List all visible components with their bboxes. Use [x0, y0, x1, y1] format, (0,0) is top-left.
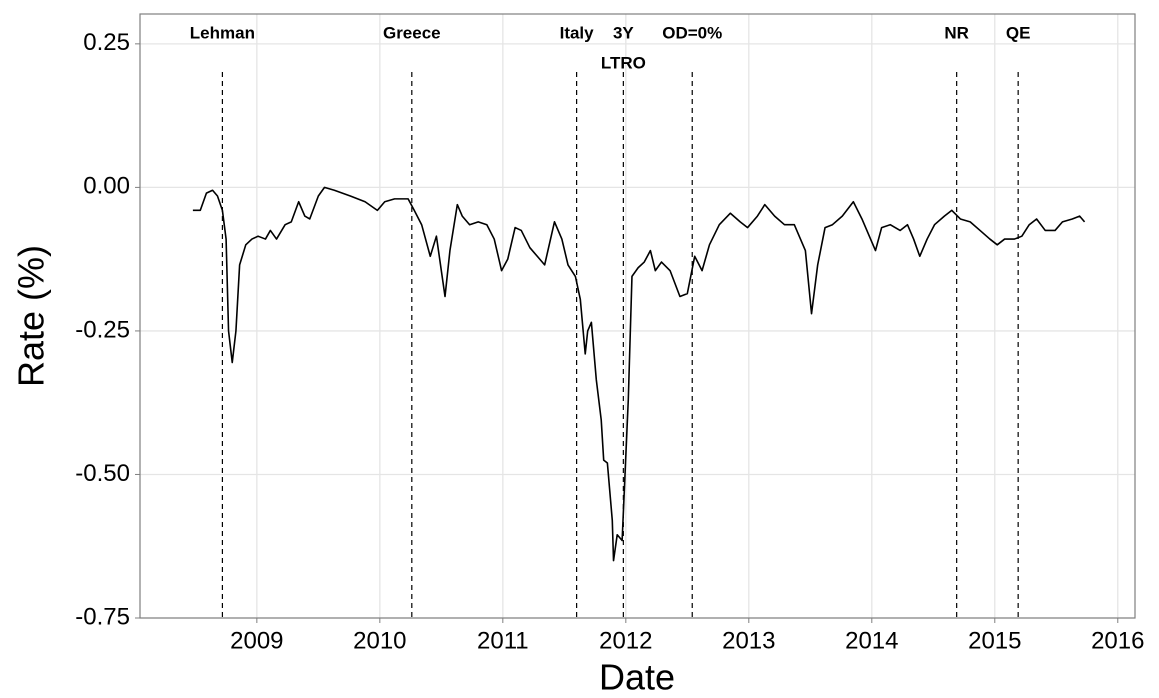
- x-tick-label: 2009: [230, 627, 283, 654]
- event-label: Greece: [383, 23, 441, 42]
- x-tick-label: 2010: [353, 627, 406, 654]
- y-tick-label: -0.50: [75, 460, 130, 487]
- x-tick-label: 2014: [845, 627, 898, 654]
- rate-line: [192, 186, 1086, 562]
- x-tick-label: 2012: [599, 627, 652, 654]
- marks: [192, 72, 1086, 618]
- x-tick-label: 2016: [1091, 627, 1144, 654]
- event-label: Lehman: [190, 23, 255, 42]
- x-axis-title: Date: [599, 657, 675, 698]
- x-tick-label: 2011: [477, 627, 529, 654]
- y-tick-label: 0.00: [83, 173, 130, 200]
- plot-background: [140, 14, 1135, 618]
- event-label: QE: [1006, 23, 1031, 42]
- event-label: 3Y: [613, 23, 634, 42]
- event-label: OD=0%: [662, 23, 722, 42]
- plot-border: [139, 13, 1136, 619]
- y-axis-title: Rate (%): [11, 245, 52, 387]
- event-label: Italy: [560, 23, 595, 42]
- event-label: LTRO: [601, 53, 646, 72]
- y-tick-label: -0.25: [75, 316, 130, 343]
- event-label: NR: [944, 23, 969, 42]
- y-tick-label: 0.25: [83, 29, 130, 56]
- x-tick-label: 2013: [722, 627, 775, 654]
- x-tick-label: 2015: [968, 627, 1021, 654]
- y-tick-label: -0.75: [75, 603, 130, 630]
